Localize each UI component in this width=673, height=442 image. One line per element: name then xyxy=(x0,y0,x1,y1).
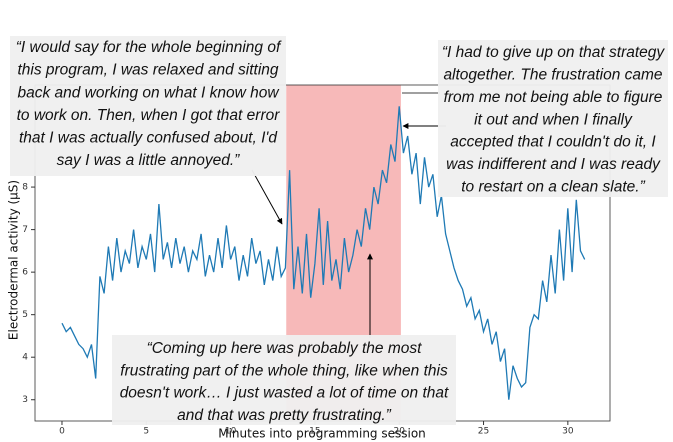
annotation-box xyxy=(112,335,456,425)
x-tick-label: 30 xyxy=(562,427,574,437)
annotation-text: from me not being able to figure xyxy=(444,89,663,106)
annotation-text: “Coming up here was probably the most xyxy=(147,340,423,357)
data-line xyxy=(61,106,586,400)
x-tick-label: 20 xyxy=(393,427,405,437)
x-tick-label: 5 xyxy=(143,427,149,437)
annotation-text: accepted that I couldn't do it, I xyxy=(450,134,656,151)
annotation-text: that I was actually confused about, I'd xyxy=(19,129,278,146)
y-tick-label: 4 xyxy=(22,353,28,363)
annotation-text: was indifferent and I was ready xyxy=(446,156,661,173)
x-tick-label: 25 xyxy=(478,427,489,437)
annotation-text: “I would say for the whole beginning of xyxy=(16,39,282,56)
x-tick-label: 0 xyxy=(59,427,65,437)
annotation-arrow xyxy=(251,169,283,225)
annotation-text: to restart on a clean slate.” xyxy=(461,178,645,195)
annotation-text: doesn't work… I just wasted a lot of tim… xyxy=(120,385,449,402)
annotation-text: “I had to give up on that strategy xyxy=(442,44,666,61)
y-tick-label: 8 xyxy=(22,183,28,193)
annotation-text: frustrating part of the whole thing, lik… xyxy=(120,362,448,379)
annotation-text: back and working on what I know how xyxy=(17,84,280,101)
x-axis-label: Minutes into programming session xyxy=(218,427,426,441)
y-tick-label: 7 xyxy=(22,225,28,235)
x-tick-label: 15 xyxy=(309,427,320,437)
y-tick-label: 5 xyxy=(22,310,28,320)
annotation-text: say I was a little annoyed.” xyxy=(57,152,240,169)
y-tick-label: 6 xyxy=(22,268,28,278)
y-axis-label: Electrodermal activity (μS) xyxy=(7,180,21,340)
annotation-box xyxy=(438,40,668,197)
annotation-text: altogether. The frustration came xyxy=(443,66,662,83)
y-tick-label: 3 xyxy=(22,395,28,405)
annotation-text: and that was pretty frustrating.” xyxy=(177,407,391,424)
annotation-text: this program, I was relaxed and sitting xyxy=(17,62,278,79)
annotation-text: it out and when I finally xyxy=(474,111,633,128)
annotation-text: to work on. Then, when I got that error xyxy=(17,107,281,124)
annotation-box xyxy=(10,36,286,176)
x-tick-label: 10 xyxy=(225,427,237,437)
